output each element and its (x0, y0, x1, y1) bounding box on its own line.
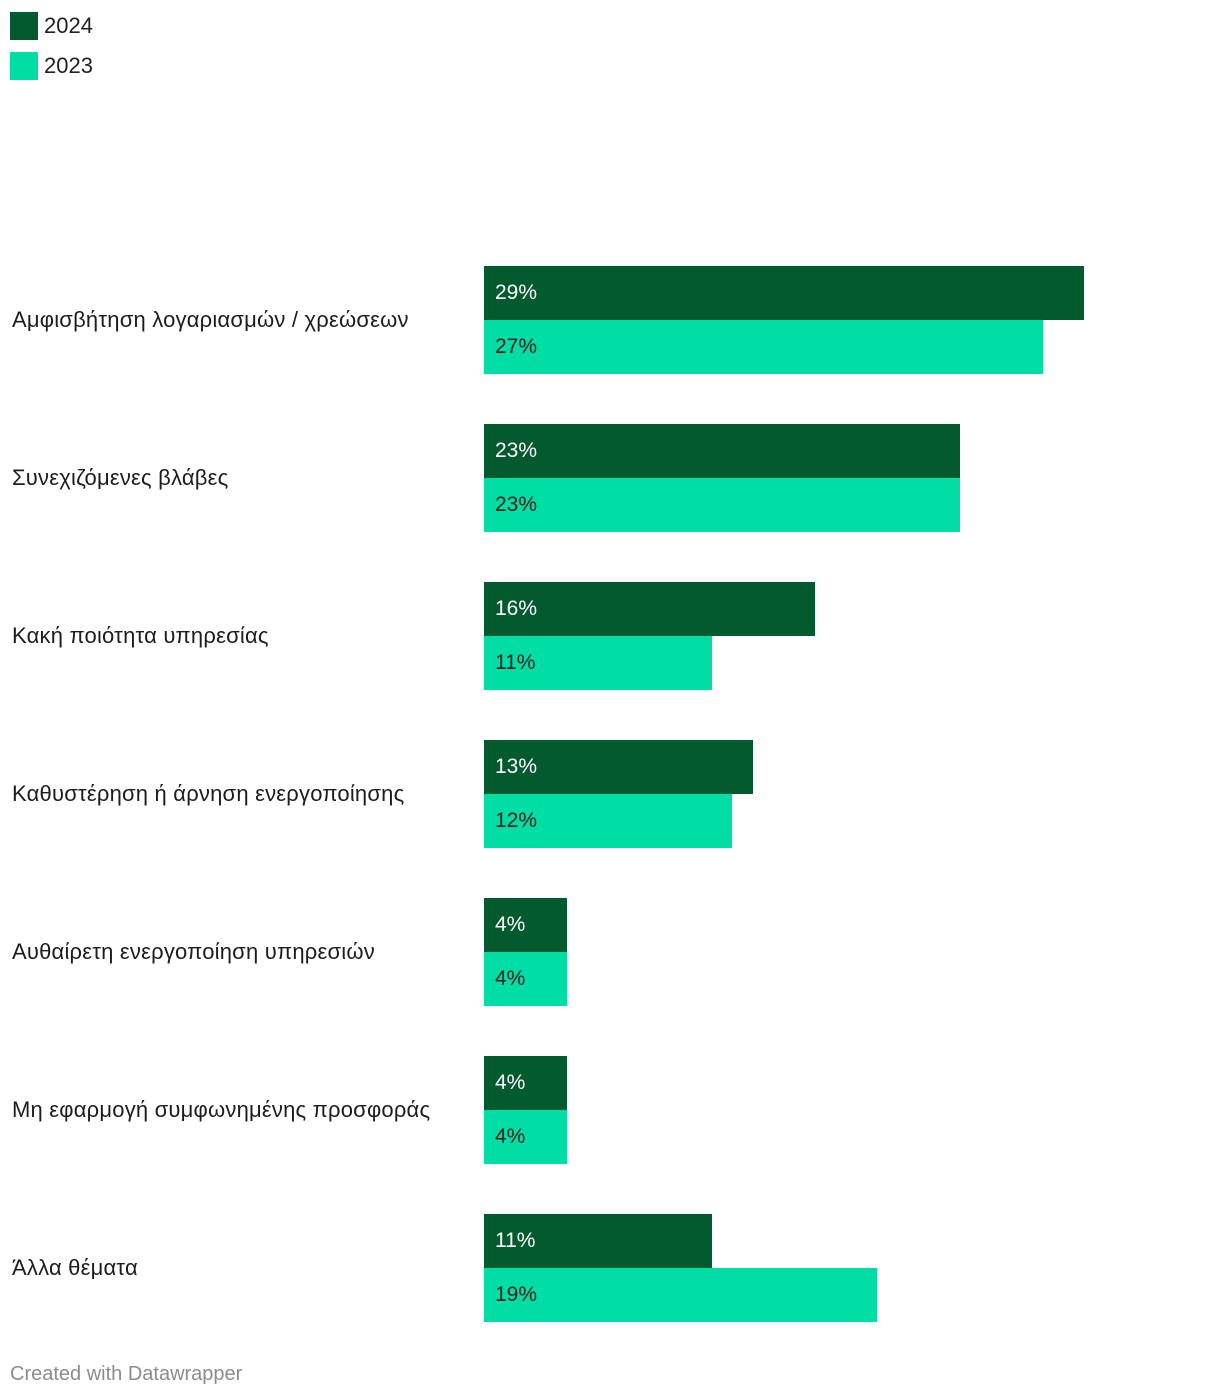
bar-value-label: 27% (495, 335, 538, 358)
bar-value-label: 23% (495, 439, 538, 462)
category-label: Αμφισβήτηση λογαριασμών / χρεώσεων (12, 307, 409, 332)
bar-value-label: 29% (495, 281, 538, 304)
bar-2024: 29% (484, 266, 1084, 320)
legend-label-2024: 2024 (44, 13, 93, 38)
category-label: Αυθαίρετη ενεργοποίηση υπηρεσιών (12, 939, 375, 964)
bar-value-label: 4% (495, 1071, 526, 1094)
bar-2023: 4% (484, 952, 567, 1006)
bar-2024: 11% (484, 1214, 712, 1268)
bar-2024: 16% (484, 582, 815, 636)
bar-value-label: 4% (495, 1125, 526, 1148)
bar-2023: 19% (484, 1268, 877, 1322)
bar-value-label: 19% (495, 1283, 538, 1306)
bar-2024: 13% (484, 740, 753, 794)
legend-swatch-2024 (10, 12, 38, 40)
bar-value-label: 16% (495, 597, 538, 620)
bar-2024: 23% (484, 424, 960, 478)
category-label: Συνεχιζόμενες βλάβες (12, 465, 229, 490)
category-label: Μη εφαρμογή συμφωνημένης προσφοράς (12, 1097, 431, 1122)
legend-label-2023: 2023 (44, 53, 93, 78)
bar-2023: 11% (484, 636, 712, 690)
bar-value-label: 23% (495, 493, 538, 516)
bar-2023: 4% (484, 1110, 567, 1164)
bar-2024: 4% (484, 898, 567, 952)
bar-2023: 12% (484, 794, 732, 848)
category-label: Καθυστέρηση ή άρνηση ενεργοποίησης (12, 781, 405, 806)
bar-value-label: 4% (495, 967, 526, 990)
bar-2023: 27% (484, 320, 1043, 374)
bar-value-label: 11% (495, 651, 536, 674)
bar-2024: 4% (484, 1056, 567, 1110)
bar-value-label: 4% (495, 913, 526, 936)
legend-swatch-2023 (10, 52, 38, 80)
datawrapper-credit[interactable]: Created with Datawrapper (10, 1363, 243, 1385)
bar-2023: 23% (484, 478, 960, 532)
bar-value-label: 12% (495, 809, 538, 832)
category-label: Άλλα θέματα (12, 1255, 138, 1280)
bar-value-label: 11% (495, 1229, 536, 1252)
category-label: Κακή ποιότητα υπηρεσίας (12, 623, 269, 648)
bar-value-label: 13% (495, 755, 538, 778)
